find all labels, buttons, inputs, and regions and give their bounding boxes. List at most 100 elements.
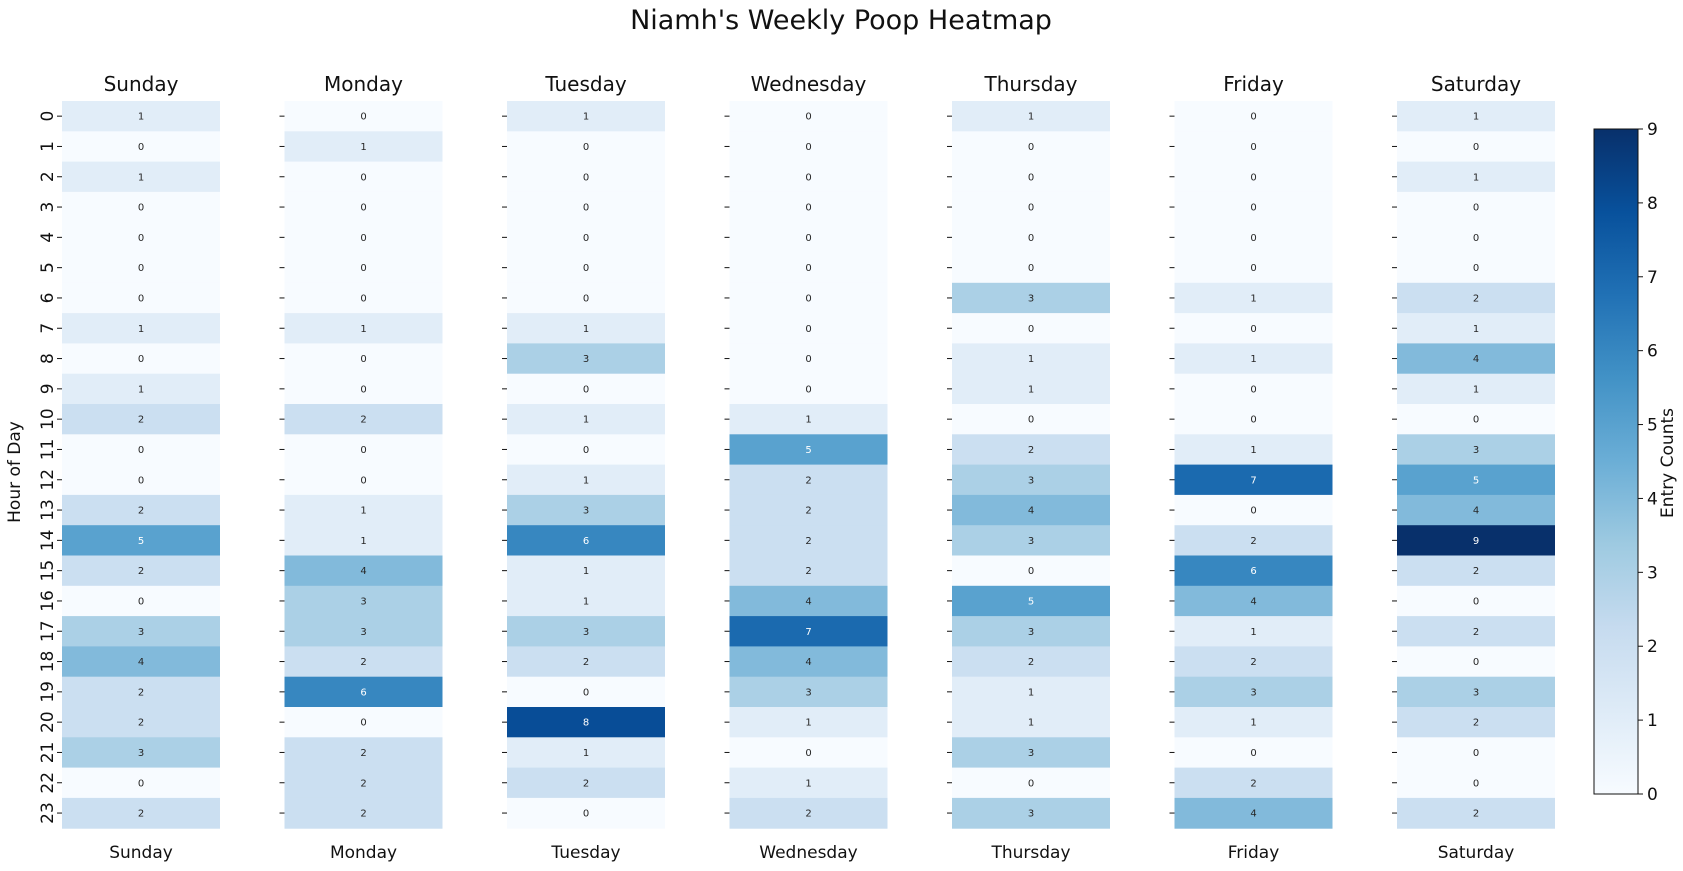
heatmap-cell [62, 767, 220, 799]
cell-value-label: 1 [583, 112, 589, 123]
heatmap-cell [1174, 555, 1333, 587]
cell-value-label: 0 [805, 354, 811, 365]
heatmap-cell [62, 222, 220, 253]
heatmap-cell [507, 585, 665, 617]
y-tick-label: 15 [38, 560, 58, 582]
heatmap-cell [62, 191, 220, 223]
heatmap-cell [1397, 343, 1555, 375]
heatmap-cell [284, 616, 443, 647]
cell-value-label: 0 [805, 233, 811, 244]
colorbar-tick-label: 3 [1647, 563, 1658, 583]
cell-value-label: 3 [805, 687, 811, 698]
heatmap-cell [507, 252, 665, 284]
cell-value-label: 0 [583, 172, 589, 183]
heatmap-cell [284, 767, 443, 799]
cell-value-label: 0 [805, 203, 811, 214]
cell-value-label: 2 [1250, 536, 1256, 547]
y-tick-label: 9 [38, 383, 58, 394]
cell-value-label: 1 [360, 506, 366, 517]
heatmap-cell [1397, 646, 1555, 678]
heatmap-cell [284, 737, 443, 769]
cell-value-label: 0 [805, 142, 811, 153]
heatmap-cell [507, 646, 665, 678]
cell-value-label: 0 [1028, 263, 1034, 274]
colorbar-tick-label: 8 [1647, 194, 1658, 214]
heatmap-cell [729, 464, 888, 496]
cell-value-label: 0 [1250, 324, 1256, 335]
heatmap-cell [284, 555, 443, 587]
y-axis-label: Hour of Day [5, 421, 25, 523]
heatmap-cell [1397, 191, 1555, 223]
heatmap-cell [1397, 737, 1555, 769]
x-tick-label: Monday [330, 843, 397, 863]
cell-value-label: 4 [1028, 506, 1034, 517]
heatmap-cell [729, 525, 888, 556]
heatmap-cell [62, 707, 220, 738]
heatmap-cell [1397, 616, 1555, 647]
day-panel: Saturday Saturday 1 0 1 0 0 0 2 1 4 1 0 3 5 4 9 2 0 2 0 3 2 0 0 2 [1392, 72, 1555, 863]
heatmap-cell [507, 282, 665, 314]
cell-value-label: 2 [138, 718, 144, 729]
heatmap-cell [729, 555, 888, 587]
cell-value-label: 0 [1250, 142, 1256, 153]
heatmap-cell [729, 797, 888, 829]
cell-value-label: 0 [805, 263, 811, 274]
heatmap-cell [729, 646, 888, 678]
cell-value-label: 0 [1028, 324, 1034, 335]
cell-value-label: 3 [360, 627, 366, 638]
cell-value-label: 2 [138, 687, 144, 698]
heatmap-cell [952, 555, 1110, 587]
heatmap-cell [729, 404, 888, 435]
cell-value-label: 0 [360, 263, 366, 274]
cell-value-label: 0 [138, 203, 144, 214]
colorbar: 0 1 2 3 4 5 6 7 8 9 [1593, 120, 1658, 805]
heatmap-cell [507, 222, 665, 253]
heatmap-cell [62, 555, 220, 587]
heatmap-cell [952, 282, 1110, 314]
cell-value-label: 0 [1250, 748, 1256, 759]
cell-value-label: 1 [138, 324, 144, 335]
cell-value-label: 2 [583, 778, 589, 789]
heatmap-cell [284, 343, 443, 375]
heatmap-cell [952, 222, 1110, 253]
heatmap-cell [729, 737, 888, 769]
cell-value-label: 3 [583, 506, 589, 517]
cell-value-label: 2 [360, 415, 366, 426]
cell-value-label: 1 [1250, 445, 1256, 456]
cell-value-label: 0 [1028, 142, 1034, 153]
cell-value-label: 0 [1250, 233, 1256, 244]
heatmap-cell [952, 434, 1110, 466]
cell-value-label: 9 [1473, 536, 1479, 547]
cell-value-label: 0 [1028, 415, 1034, 426]
heatmap-cell [284, 373, 443, 405]
day-panel: Thursday Thursday 1 0 0 0 0 0 3 0 1 1 0 2 3 4 3 0 5 3 2 1 1 3 0 3 [947, 72, 1110, 863]
cell-value-label: 4 [1473, 354, 1479, 365]
cell-value-label: 3 [583, 354, 589, 365]
y-tick-label: 8 [38, 353, 58, 364]
heatmap-cell [284, 222, 443, 253]
cell-value-label: 0 [805, 172, 811, 183]
heatmap-cell [729, 191, 888, 223]
cell-value-label: 0 [1028, 172, 1034, 183]
cell-value-label: 0 [1473, 142, 1479, 153]
heatmap-cell [284, 494, 443, 526]
cell-value-label: 6 [360, 687, 366, 698]
heatmap-cell [284, 404, 443, 435]
heatmap-cell [507, 707, 665, 738]
heatmap-cell [62, 494, 220, 526]
cell-value-label: 0 [583, 263, 589, 274]
cell-value-label: 0 [1473, 596, 1479, 607]
cell-value-label: 0 [1028, 778, 1034, 789]
cell-value-label: 0 [805, 324, 811, 335]
cell-value-label: 3 [1028, 809, 1034, 820]
cell-value-label: 0 [1473, 657, 1479, 668]
cell-value-label: 0 [138, 445, 144, 456]
heatmap-cell [1174, 464, 1333, 496]
x-tick-label: Sunday [109, 843, 173, 863]
heatmap-cell [1174, 707, 1333, 738]
heatmap-cell [1174, 222, 1333, 253]
heatmap-cell [1397, 707, 1555, 738]
heatmap-cell [1174, 191, 1333, 223]
heatmap-cell [1174, 252, 1333, 284]
cell-value-label: 1 [583, 748, 589, 759]
